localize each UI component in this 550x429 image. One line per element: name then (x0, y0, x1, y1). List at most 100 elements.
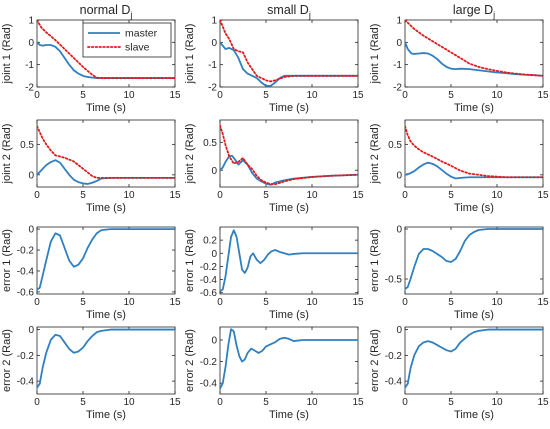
x-tick-label: 0 (217, 90, 223, 101)
plot-area (36, 119, 176, 188)
y-tick-label: 0 (28, 38, 34, 49)
x-tick-label: 0 (34, 90, 40, 101)
x-axis-label: Time (s) (454, 102, 494, 114)
x-tick-label: 15 (537, 190, 549, 201)
x-tick-label: 0 (402, 190, 408, 201)
panel-3-3: 0 5 10 15 0 -0.5 Time (s) error 1 (Rad) (369, 225, 549, 322)
series-line-master (405, 161, 543, 180)
x-tick-label: 5 (448, 90, 454, 101)
x-tick-label: 10 (306, 90, 318, 101)
x-axis-label: Time (s) (269, 309, 309, 321)
x-tick-label: 15 (537, 297, 549, 308)
panel-2-3: 0 5 10 15 0.5 0 Time (s) joint 2 (Rad) (369, 119, 549, 214)
x-tick-label: 10 (306, 190, 318, 201)
column-title-main: normal D (80, 3, 131, 17)
x-tick-label: 5 (448, 297, 454, 308)
x-axis-label: Time (s) (269, 202, 309, 214)
y-tick-label: 0 (396, 38, 402, 49)
x-tick-label: 15 (169, 397, 181, 408)
panel-2-2: 0 5 10 15 0.5 0 Time (s) joint 2 (Rad) (184, 119, 364, 214)
panel-4-1: 0 5 10 15 0 -0.2 -0.4 Time (s) error 2 (Rad) (1, 325, 181, 421)
x-axis-label: Time (s) (86, 102, 126, 114)
x-tick-label: 10 (491, 397, 503, 408)
column-title-subscript: j (129, 10, 132, 20)
x-tick-label: 0 (402, 90, 408, 101)
series-line-master (405, 228, 543, 290)
y-tick-label: -0.4 (200, 379, 218, 390)
x-tick-label: 0 (402, 397, 408, 408)
panel-2-1: 0 5 10 15 0.5 0 Time (s) joint 2 (Rad) (1, 119, 181, 214)
y-axis-label: error 2 (Rad) (369, 329, 381, 392)
x-tick-label: 15 (537, 397, 549, 408)
x-tick-label: 0 (34, 397, 40, 408)
x-tick-label: 15 (352, 397, 364, 408)
panel-4-3: 0 5 10 15 0 -0.2 -0.4 Time (s) error 2 (Rad) (369, 325, 549, 421)
x-tick-label: 0 (402, 297, 408, 308)
x-tick-label: 10 (491, 90, 503, 101)
x-tick-label: 15 (352, 90, 364, 101)
x-tick-label: 0 (34, 190, 40, 201)
x-axis-label: Time (s) (454, 409, 494, 421)
y-axis-label: error 1 (Rad) (369, 229, 381, 292)
plot-area (219, 226, 359, 295)
y-tick-label: 1 (211, 16, 217, 27)
x-tick-label: 5 (263, 90, 269, 101)
x-tick-label: 15 (352, 190, 364, 201)
x-tick-label: 5 (80, 297, 86, 308)
y-tick-label: 0 (211, 166, 217, 177)
x-tick-label: 15 (169, 297, 181, 308)
x-axis-label: Time (s) (86, 409, 126, 421)
y-axis-label: error 1 (Rad) (1, 229, 13, 292)
panel-3-1: 0 5 10 15 0 -0.2 -0.4 -0.6 Time (s) error 1 (Rad) (1, 225, 181, 321)
series-line-slave (405, 125, 543, 179)
y-tick-label: 0 (28, 325, 34, 336)
column-title-0: normal Dj (80, 3, 133, 20)
y-axis-label: error 2 (Rad) (184, 329, 196, 392)
column-title-main: small D (267, 3, 309, 17)
y-axis-label: error 2 (Rad) (1, 329, 13, 392)
x-tick-label: 0 (217, 397, 223, 408)
y-tick-label: -0.4 (200, 275, 218, 286)
x-tick-label: 5 (263, 190, 269, 201)
series-line-master (37, 328, 175, 389)
y-tick-label: -0.6 (200, 288, 218, 299)
x-tick-label: 5 (263, 297, 269, 308)
x-tick-label: 5 (263, 397, 269, 408)
y-axis-label: joint 2 (Rad) (369, 124, 381, 185)
x-axis-label: Time (s) (269, 409, 309, 421)
x-axis-label: Time (s) (86, 202, 126, 214)
x-tick-label: 10 (491, 297, 503, 308)
x-tick-label: 5 (448, 190, 454, 201)
legend: master slave (82, 22, 172, 58)
y-axis-label: joint 2 (Rad) (1, 124, 13, 185)
y-tick-label: -1 (25, 60, 34, 71)
y-axis-label: error 1 (Rad) (184, 229, 196, 292)
column-titles: normal Dj small Dj large Dj (80, 3, 496, 20)
x-tick-label: 0 (217, 190, 223, 201)
y-tick-label: -2 (393, 83, 402, 94)
y-axis-label: joint 1 (Rad) (1, 24, 13, 85)
y-tick-label: -0.2 (17, 351, 35, 362)
x-axis-label: Time (s) (454, 202, 494, 214)
x-tick-label: 15 (169, 90, 181, 101)
y-tick-label: 1 (396, 16, 402, 27)
panel-3-2: 0 5 10 15 0.2 0 -0.2 -0.4 -0.6 Time (s) error 1 (R… (184, 226, 364, 321)
legend-label-master: master (125, 28, 158, 40)
y-tick-label: 0 (396, 170, 402, 181)
x-tick-label: 10 (306, 397, 318, 408)
series-line-slave (405, 20, 543, 77)
column-title-2: large Dj (453, 3, 495, 20)
plot-area (404, 326, 544, 395)
x-tick-label: 15 (169, 190, 181, 201)
x-tick-label: 10 (306, 297, 318, 308)
column-title-1: small Dj (267, 3, 311, 20)
series-line-master (220, 328, 358, 390)
x-tick-label: 0 (34, 297, 40, 308)
y-tick-label: -0.2 (200, 357, 218, 368)
y-tick-label: -0.2 (17, 246, 35, 257)
y-tick-label: 0 (28, 225, 34, 236)
y-tick-label: 0 (396, 225, 402, 236)
x-axis-label: Time (s) (269, 102, 309, 114)
